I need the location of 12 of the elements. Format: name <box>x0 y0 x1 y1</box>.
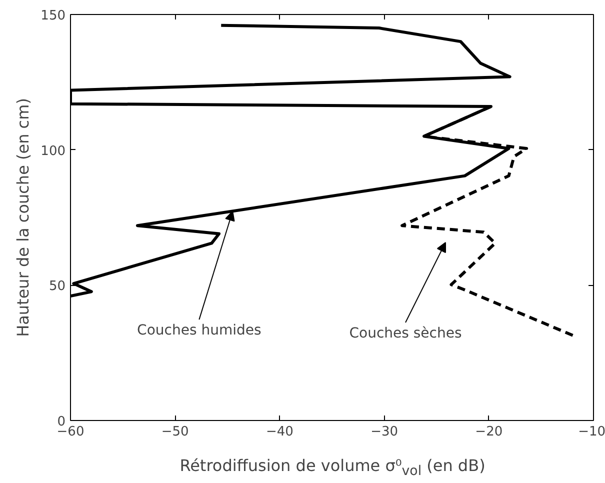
x-tick-label: −40 <box>266 424 294 440</box>
x-tick-label: −10 <box>578 424 605 440</box>
annotation: Couches sèches <box>349 326 462 342</box>
y-tick-label: 50 <box>48 279 66 294</box>
y-axis-title: Hauteur de la couche (en cm) <box>14 98 33 337</box>
y-tick-label: 150 <box>40 8 66 24</box>
x-axis-title: Rétrodiffusion de volume σ⁰$_{vol}$ (en dB) <box>180 455 486 482</box>
x-tick-label: −30 <box>370 424 398 440</box>
annotation: Couches humides <box>137 322 262 339</box>
x-tick-label: −20 <box>475 424 503 440</box>
x-tick-label: −50 <box>161 424 189 440</box>
y-tick-label: 100 <box>40 144 66 159</box>
